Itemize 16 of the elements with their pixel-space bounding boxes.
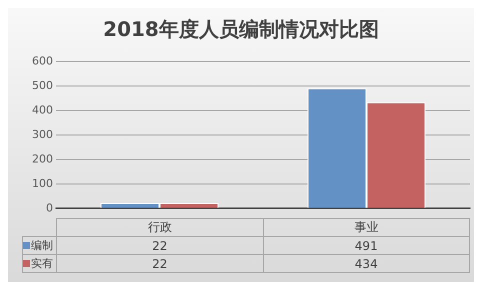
y-tick-label: 100 bbox=[32, 176, 53, 190]
data-label: 22 bbox=[56, 236, 263, 254]
legend-label: 实有 bbox=[22, 254, 56, 272]
x-tick-label: 事业 bbox=[263, 218, 470, 236]
y-tick-label: 500 bbox=[32, 78, 53, 92]
chart-title: 2018年度人员编制情况对比图 bbox=[102, 16, 380, 43]
y-tick-label: 200 bbox=[32, 152, 53, 166]
y-tick-label: 0 bbox=[46, 201, 53, 214]
x-tick-label: 行政 bbox=[56, 218, 263, 236]
legend-label: 编制 bbox=[22, 236, 56, 254]
y-tick-label: 400 bbox=[32, 103, 53, 116]
data-label: 22 bbox=[56, 254, 263, 272]
y-tick-label: 600 bbox=[32, 54, 53, 68]
data-label: 491 bbox=[263, 236, 470, 254]
data-label: 434 bbox=[263, 254, 470, 272]
y-tick-label: 300 bbox=[32, 128, 53, 141]
